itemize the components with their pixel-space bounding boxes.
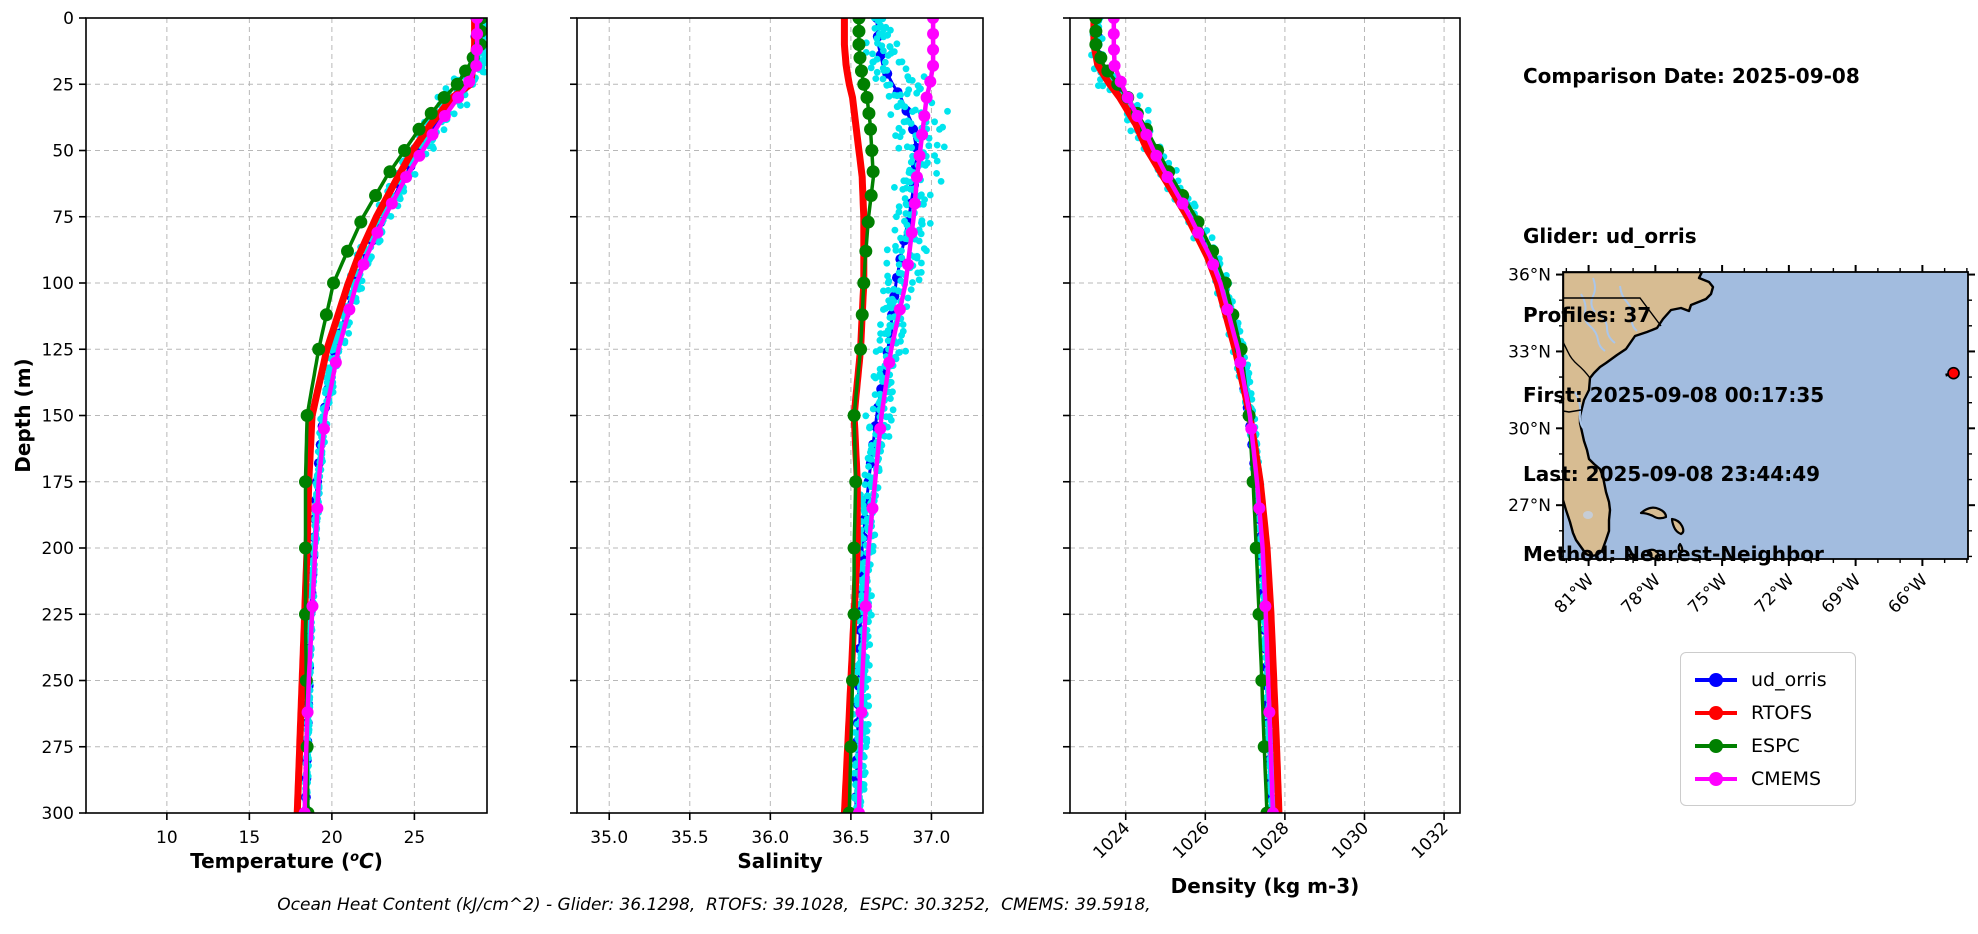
density-CMEMS-markers <box>1107 18 1279 813</box>
legend-label: ESPC <box>1751 734 1800 757</box>
density-axis-label: Density (kg m-3) <box>1171 874 1360 898</box>
svg-text:36.5: 36.5 <box>832 828 870 848</box>
temperature-CMEMS-series <box>298 18 484 813</box>
info-first: First: 2025-09-08 00:17:35 <box>1523 382 1825 407</box>
svg-text:30°N: 30°N <box>1508 419 1551 439</box>
svg-text:200: 200 <box>42 539 74 559</box>
svg-text:1026: 1026 <box>1169 818 1214 863</box>
svg-text:100: 100 <box>42 274 74 294</box>
temperature-y-ticks: 0 25 50 75 100 125 150 175 200 225 250 275 300 <box>42 9 86 824</box>
info-profiles: Profiles: 37 <box>1523 303 1652 327</box>
svg-text:300: 300 <box>42 804 74 824</box>
legend-entry-ud_orris: ud_orris <box>1695 663 1855 696</box>
svg-text:1030: 1030 <box>1328 818 1373 863</box>
legend-line-marker-icon <box>1695 672 1737 687</box>
salinity-ESPC-markers <box>842 18 880 813</box>
ocean-heat-content-caption: Ocean Heat Content (kJ/cm^2) - Glider: 3… <box>277 895 1151 915</box>
svg-text:275: 275 <box>42 738 74 758</box>
svg-text:36°N: 36°N <box>1508 266 1551 286</box>
temperature-glider-scatter <box>301 18 487 813</box>
salinity-panel: 35.0 35.5 36.0 36.5 37.0 Salinity <box>570 17 984 873</box>
info-comparison-date: Comparison Date: 2025-09-08 <box>1523 64 1860 88</box>
temperature-CMEMS-line <box>302 18 480 813</box>
glider-position-marker <box>1947 366 1960 380</box>
info-gap <box>1523 143 1860 170</box>
info-method: Method: Nearest-Neighbor <box>1523 541 1824 566</box>
salinity-CMEMS-markers <box>852 18 940 813</box>
svg-text:27°N: 27°N <box>1508 496 1551 516</box>
svg-text:175: 175 <box>42 473 74 493</box>
info-glider: Glider: ud_orris <box>1523 223 1697 248</box>
legend-label: CMEMS <box>1751 767 1822 790</box>
svg-text:225: 225 <box>42 605 74 625</box>
svg-text:36.0: 36.0 <box>751 828 789 848</box>
density-x-ticks: 1024 1026 1028 1030 1032 <box>1090 813 1453 863</box>
density-panel: 1024 1026 1028 1030 1032 Density (kg m-3) <box>1063 17 1461 898</box>
svg-text:1032: 1032 <box>1408 818 1453 863</box>
svg-text:10: 10 <box>156 828 178 848</box>
density-CMEMS-series <box>1107 18 1279 813</box>
svg-text:35.5: 35.5 <box>671 828 709 848</box>
svg-text:20: 20 <box>321 828 343 848</box>
svg-text:125: 125 <box>42 340 74 360</box>
svg-text:15: 15 <box>239 828 261 848</box>
map-rivers <box>1574 277 1638 429</box>
svg-text:50: 50 <box>52 142 74 162</box>
temperature-x-ticks: 10 15 20 25 <box>156 813 425 848</box>
legend-entry-ESPC: ESPC <box>1695 729 1855 762</box>
svg-text:25: 25 <box>404 828 426 848</box>
svg-text:33°N: 33°N <box>1508 342 1551 362</box>
legend-line-marker-icon <box>1695 771 1737 786</box>
legend-entry-RTOFS: RTOFS <box>1695 696 1855 729</box>
map-ticks <box>1556 265 1975 566</box>
legend-label: ud_orris <box>1751 668 1827 691</box>
svg-text:150: 150 <box>42 407 74 427</box>
density-y-ticks <box>1063 17 1070 814</box>
svg-text:75: 75 <box>52 208 74 228</box>
legend-line-marker-icon <box>1695 705 1737 720</box>
map-state-borders <box>1563 297 1662 413</box>
salinity-y-ticks <box>570 17 577 814</box>
salinity-CMEMS-series <box>852 18 940 813</box>
svg-text:1024: 1024 <box>1090 818 1135 863</box>
svg-text:1028: 1028 <box>1249 818 1294 863</box>
salinity-glider-scatter <box>849 18 951 813</box>
svg-text:66°W: 66°W <box>1885 570 1932 617</box>
map-bahamas <box>1627 506 1685 559</box>
salinity-x-ticks: 35.0 35.5 36.0 36.5 37.0 <box>590 813 950 848</box>
depth-axis-label: Depth (m) <box>11 358 35 472</box>
salinity-axis-label: Salinity <box>737 849 822 873</box>
svg-text:0: 0 <box>63 9 74 29</box>
svg-text:250: 250 <box>42 672 74 692</box>
density-gridlines <box>1070 17 1460 814</box>
legend-label: RTOFS <box>1751 701 1813 724</box>
svg-text:35.0: 35.0 <box>590 828 628 848</box>
salinity-ESPC-series <box>842 18 880 813</box>
info-last: Last: 2025-09-08 23:44:49 <box>1523 462 1821 486</box>
map-lake <box>1583 511 1593 519</box>
legend-entry-CMEMS: CMEMS <box>1695 762 1855 795</box>
temperature-panel: 10 15 20 2502550751001251501752002252502753… <box>11 9 488 873</box>
temperature-CMEMS-markers <box>298 18 484 813</box>
legend: ud_orris RTOFS ESPC CMEMS <box>1680 652 1856 806</box>
svg-text:25: 25 <box>52 75 74 95</box>
svg-text:37.0: 37.0 <box>913 828 951 848</box>
map-frame <box>1562 271 1969 560</box>
map-coastline <box>1563 272 1715 558</box>
info-block: Comparison Date: 2025-09-08 Glider: ud_o… <box>1523 10 1860 620</box>
temperature-axis-label: Temperature (oC) <box>190 849 383 873</box>
legend-line-marker-icon <box>1695 738 1737 753</box>
